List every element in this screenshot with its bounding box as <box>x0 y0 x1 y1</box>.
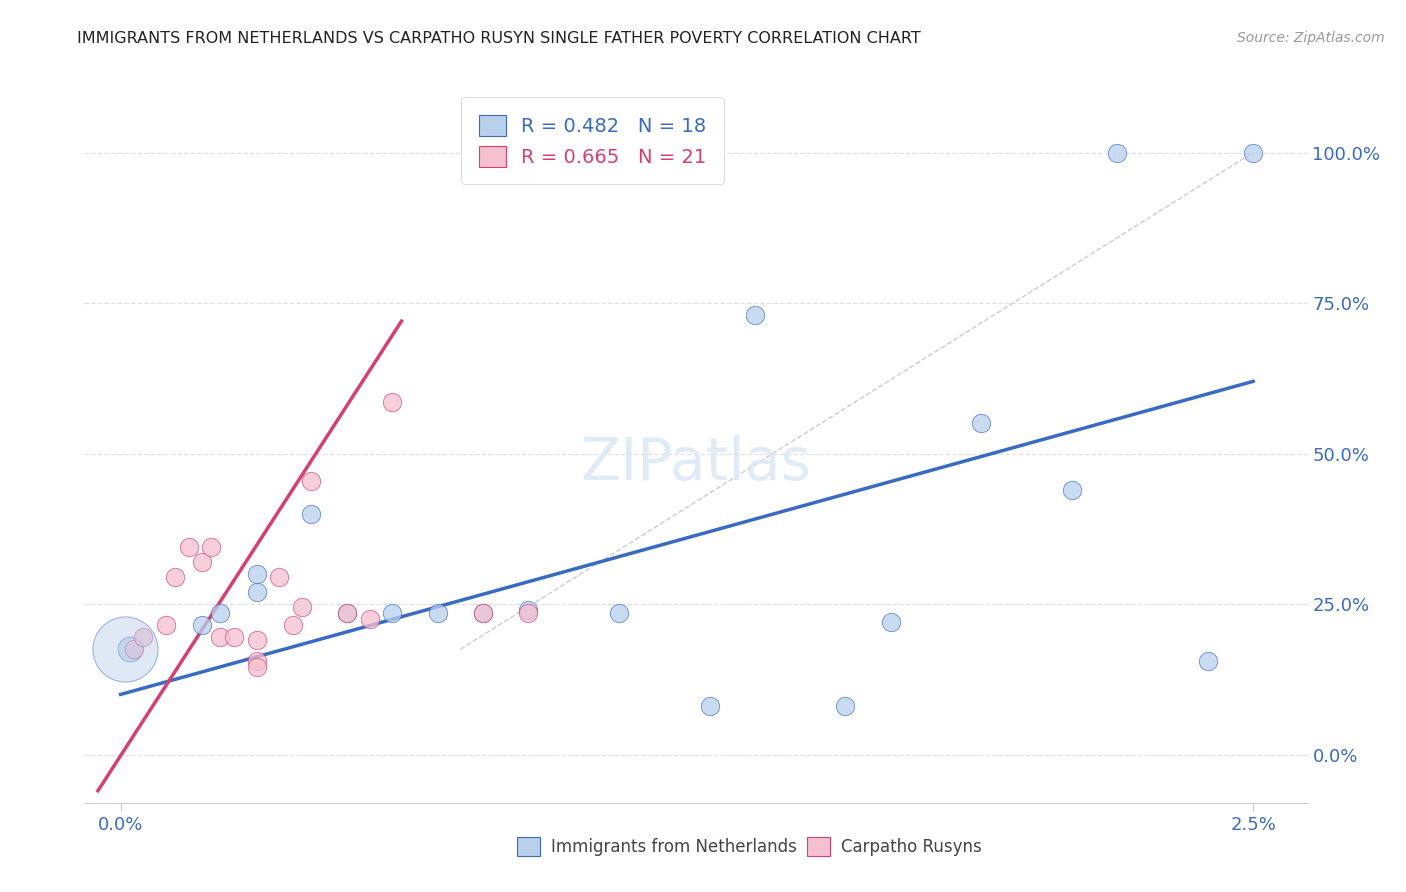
Point <box>1060 483 1083 497</box>
Point <box>880 615 903 630</box>
Point <box>291 600 314 615</box>
Point <box>359 612 381 626</box>
Point <box>177 540 200 554</box>
Text: Source: ZipAtlas.com: Source: ZipAtlas.com <box>1237 31 1385 45</box>
Point <box>245 654 267 668</box>
Point <box>834 699 856 714</box>
Point <box>132 630 155 644</box>
Point <box>1241 145 1264 160</box>
Point <box>191 618 214 632</box>
Point <box>200 540 222 554</box>
Point <box>191 555 214 569</box>
Text: Immigrants from Netherlands: Immigrants from Netherlands <box>551 838 797 855</box>
Point <box>299 474 322 488</box>
Point <box>209 630 232 644</box>
Point <box>381 395 404 409</box>
Point <box>1197 654 1219 668</box>
Point <box>209 606 232 620</box>
Point <box>245 567 267 582</box>
Point <box>607 606 630 620</box>
Point <box>155 618 177 632</box>
Point <box>472 606 495 620</box>
Point <box>472 606 495 620</box>
FancyBboxPatch shape <box>807 837 830 856</box>
Point <box>245 585 267 599</box>
Legend: R = 0.482   N = 18, R = 0.665   N = 21: R = 0.482 N = 18, R = 0.665 N = 21 <box>461 97 724 185</box>
Point <box>222 630 245 644</box>
Point <box>163 570 186 584</box>
Point <box>426 606 449 620</box>
Point <box>699 699 721 714</box>
Text: IMMIGRANTS FROM NETHERLANDS VS CARPATHO RUSYN SINGLE FATHER POVERTY CORRELATION : IMMIGRANTS FROM NETHERLANDS VS CARPATHO … <box>77 31 921 46</box>
Point <box>269 570 291 584</box>
Point <box>381 606 404 620</box>
Point <box>299 507 322 521</box>
Point <box>970 417 993 431</box>
Point <box>122 642 145 657</box>
Point <box>114 642 136 657</box>
Text: ZIPatlas: ZIPatlas <box>581 434 811 491</box>
Text: Carpatho Rusyns: Carpatho Rusyns <box>841 838 981 855</box>
Point <box>517 606 540 620</box>
FancyBboxPatch shape <box>517 837 540 856</box>
Point <box>336 606 359 620</box>
Point <box>245 660 267 674</box>
Point <box>1107 145 1129 160</box>
Point <box>245 633 267 648</box>
Point <box>281 618 304 632</box>
Point <box>517 603 540 617</box>
Point <box>744 308 766 322</box>
Point <box>336 606 359 620</box>
Point <box>118 642 141 657</box>
